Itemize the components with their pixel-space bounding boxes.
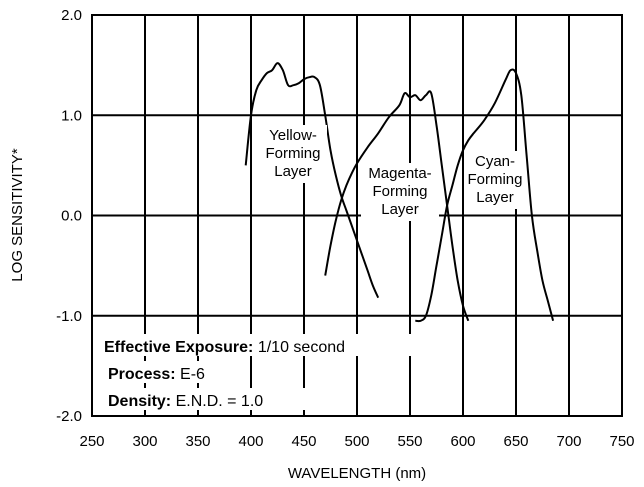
series-label-line: Layer bbox=[476, 189, 514, 206]
cyan-forming-curve bbox=[415, 68, 555, 323]
x-tick-label: 300 bbox=[132, 433, 157, 450]
curves bbox=[244, 62, 555, 323]
series-label-line: Cyan- bbox=[475, 153, 515, 170]
y-tick-label: -1.0 bbox=[56, 308, 82, 325]
exposure-info-line: Effective Exposure: 1/10 second bbox=[104, 339, 345, 356]
label-backing bbox=[467, 151, 523, 209]
exposure-info-line: Density: E.N.D. = 1.0 bbox=[108, 393, 263, 410]
magenta-forming-curve bbox=[324, 90, 470, 322]
series-label-line: Forming bbox=[265, 145, 320, 162]
series-label-line: Layer bbox=[274, 163, 312, 180]
x-tick-label: 600 bbox=[450, 433, 475, 450]
series-label-line: Magenta- bbox=[368, 165, 431, 182]
exposure-info: Effective Exposure: 1/10 second Process: … bbox=[100, 334, 432, 410]
x-tick-label: 700 bbox=[556, 433, 581, 450]
y-axis-label: LOG SENSITIVITY* bbox=[9, 148, 26, 282]
series-label-line: Yellow- bbox=[269, 127, 317, 144]
info-backing bbox=[104, 388, 314, 410]
series-label-line: Forming bbox=[372, 183, 427, 200]
y-tick-label: -2.0 bbox=[56, 408, 82, 425]
y-tick-label: 0.0 bbox=[61, 208, 82, 225]
x-tick-label: 500 bbox=[344, 433, 369, 450]
x-tick-label: 550 bbox=[397, 433, 422, 450]
info-backing bbox=[104, 361, 236, 383]
exposure-info-line: Process: E-6 bbox=[108, 366, 205, 383]
x-axis-label: WAVELENGTH (nm) bbox=[288, 465, 426, 482]
x-tick-label: 400 bbox=[238, 433, 263, 450]
yellow-forming-curve bbox=[244, 62, 380, 299]
x-tick-label: 650 bbox=[503, 433, 528, 450]
series-label-line: Forming bbox=[467, 171, 522, 188]
x-tick-label: 350 bbox=[185, 433, 210, 450]
label-backing bbox=[361, 163, 439, 221]
info-backing bbox=[100, 334, 432, 356]
x-tick-label: 750 bbox=[609, 433, 634, 450]
x-tick-label: 250 bbox=[79, 433, 104, 450]
tick-labels: 250 300 350 400 450 500 550 600 650 700 750 2.0 1.0 0… bbox=[56, 7, 634, 450]
x-tick-label: 450 bbox=[291, 433, 316, 450]
series-label-line: Layer bbox=[381, 201, 419, 218]
y-tick-label: 1.0 bbox=[61, 107, 82, 124]
y-tick-label: 2.0 bbox=[61, 7, 82, 24]
label-backing bbox=[259, 125, 327, 183]
